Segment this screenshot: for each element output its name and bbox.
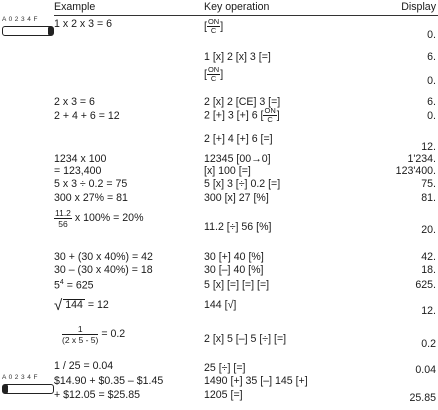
display-r3: 0.: [427, 75, 436, 87]
on-label: ON: [206, 17, 221, 27]
key-r5: 2 [+] 3 [+] 6 [ON C]: [204, 107, 280, 124]
example-r4: 2 x 3 = 6: [54, 96, 95, 108]
on-label: ON: [206, 65, 221, 75]
key-r17: 25 [÷] [=]: [204, 362, 246, 374]
fraction: 1 (2 x 5 - 5): [62, 324, 99, 345]
key-r12: 30 [+] 40 [%]: [204, 251, 264, 263]
display-r7: 1'234.: [407, 153, 436, 165]
c-label: C: [267, 115, 273, 124]
on-label: ON: [263, 106, 277, 116]
decimal-selector-switch: [2, 383, 54, 394]
example-r11-rest: x 100% = 20%: [74, 212, 144, 225]
header-example: Example: [54, 1, 96, 13]
key-r1: [ON C]: [204, 18, 223, 35]
key-r13: 30 [–] 40 [%]: [204, 264, 264, 276]
example-r8: = 123,400: [54, 165, 102, 177]
example-r12: 30 + (30 x 40%) = 42: [54, 251, 153, 263]
display-r17: 0.04: [415, 364, 436, 376]
display-r14: 625.: [415, 279, 436, 291]
decimal-selector-label: A 0 2 3 4 F: [2, 16, 38, 23]
key-r10: 300 [x] 27 [%]: [204, 192, 269, 204]
c-label: C: [210, 74, 217, 83]
example-r11: 11.2 56 x 100% = 20%: [54, 208, 144, 229]
display-r5: 0.: [427, 110, 436, 122]
key-r8: [x] 100 [=]: [204, 165, 251, 177]
example-r1: 1 x 2 x 3 = 6: [54, 18, 113, 30]
example-r18: $14.90 + $0.35 – $1.45: [54, 375, 164, 387]
display-r16: 0.2: [421, 338, 436, 350]
display-r6: 12.: [421, 141, 436, 153]
example-r17: 1 / 25 = 0.04: [54, 360, 114, 372]
decimal-selector: A 0 2 3 4 F: [2, 374, 54, 394]
key-r14: 5 [x] [=] [=] [=]: [204, 279, 270, 291]
sqrt-icon: √: [54, 297, 63, 314]
selector-knob: [48, 26, 53, 35]
example-r13: 30 – (30 x 40%) = 18: [54, 264, 153, 276]
example-r14: 54 = 625: [54, 279, 94, 291]
key-r2: 1 [x] 2 [x] 3 [=]: [204, 51, 271, 63]
power-exponent: 4: [59, 279, 64, 286]
key-r4: 2 [x] 2 [CE] 3 [=]: [204, 96, 281, 108]
fraction-numerator: 11.2: [54, 208, 72, 219]
key-r9: 5 [x] 3 [÷] 0.2 [=]: [204, 178, 281, 190]
fraction-numerator: 1: [62, 324, 99, 335]
key-r15-post: ]: [233, 299, 237, 311]
example-r16: 1 (2 x 5 - 5) = 0.2: [62, 324, 125, 345]
key-r5-pre: 2 [+] 3 [+] 6 [: [204, 109, 264, 122]
key-r19: 1205 [=]: [204, 389, 243, 401]
display-r8: 123'400.: [395, 165, 436, 177]
c-label: C: [210, 26, 217, 35]
on-c-key-icon: ON C: [206, 65, 221, 83]
display-r15: 12.: [421, 305, 436, 317]
display-r11: 20.: [421, 224, 436, 236]
example-r15: √ 144 = 12: [54, 298, 109, 313]
on-c-key-icon: ON C: [263, 106, 277, 124]
display-r1: 0.: [427, 29, 436, 41]
key-r1-post: ]: [220, 20, 224, 33]
example-r10: 300 x 27% = 81: [54, 192, 128, 204]
key-r18: 1490 [+] 35 [–] 145 [+]: [204, 375, 308, 387]
decimal-selector-label: A 0 2 3 4 F: [2, 374, 38, 381]
decimal-selector: A 0 2 3 4 F: [2, 16, 54, 36]
decimal-selector-switch: [2, 25, 54, 36]
example-r7: 1234 x 100: [54, 153, 107, 165]
example-r19: + $12.05 = $25.85: [54, 389, 141, 401]
display-r2: 6.: [427, 51, 436, 63]
sqrt-key-icon: √: [227, 299, 234, 311]
radicand: 144: [63, 299, 85, 311]
key-r3: [ON C]: [204, 66, 223, 83]
display-r13: 18.: [421, 264, 436, 276]
example-r14-rest: = 625: [63, 279, 94, 292]
header-display: Display: [401, 1, 436, 13]
key-r11: 11.2 [÷] 56 [%]: [204, 221, 272, 233]
fraction: 11.2 56: [54, 208, 72, 229]
display-r19: 25.85: [409, 392, 436, 404]
on-c-key-icon: ON C: [206, 17, 221, 35]
fraction-denominator: (2 x 5 - 5): [62, 335, 99, 345]
selector-knob: [3, 384, 8, 393]
power-base: 5: [54, 279, 60, 292]
key-r3-pre: [: [204, 68, 207, 81]
header-key-operation: Key operation: [204, 1, 270, 13]
key-r6: 2 [+] 4 [+] 6 [=]: [204, 133, 273, 145]
display-r9: 75.: [421, 178, 436, 190]
key-r3-post: ]: [220, 68, 224, 81]
example-r9: 5 x 3 ÷ 0.2 = 75: [54, 178, 128, 190]
display-r12: 42.: [421, 251, 436, 263]
key-r7: 12345 [00→0]: [204, 153, 271, 165]
key-r15: 144 [√]: [204, 300, 236, 311]
header-rule: [54, 14, 438, 16]
display-r10: 81.: [421, 192, 436, 204]
table-header: Example Key operation Display: [0, 0, 438, 16]
example-r5: 2 + 4 + 6 = 12: [54, 110, 120, 122]
example-r16-rest: = 0.2: [101, 328, 126, 341]
example-r15-rest: = 12: [84, 299, 109, 311]
key-r15-pre: 144 [: [204, 299, 228, 311]
key-r16: 2 [x] 5 [–] 5 [÷] [=]: [204, 333, 287, 345]
key-r1-pre: [: [204, 20, 207, 33]
display-r4: 6.: [427, 96, 436, 108]
key-r5-post: ]: [276, 109, 280, 122]
fraction-denominator: 56: [58, 219, 68, 229]
